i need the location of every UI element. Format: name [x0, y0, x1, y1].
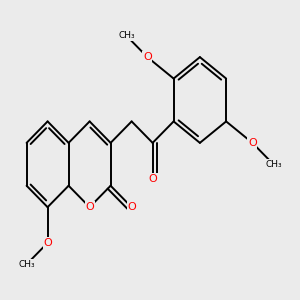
- Text: O: O: [43, 238, 52, 248]
- Text: CH₃: CH₃: [118, 31, 135, 40]
- Text: O: O: [127, 202, 136, 212]
- Text: O: O: [148, 174, 157, 184]
- Text: CH₃: CH₃: [265, 160, 282, 169]
- Text: O: O: [248, 138, 257, 148]
- Text: O: O: [143, 52, 152, 62]
- Text: CH₃: CH₃: [18, 260, 35, 269]
- Text: O: O: [85, 202, 94, 212]
